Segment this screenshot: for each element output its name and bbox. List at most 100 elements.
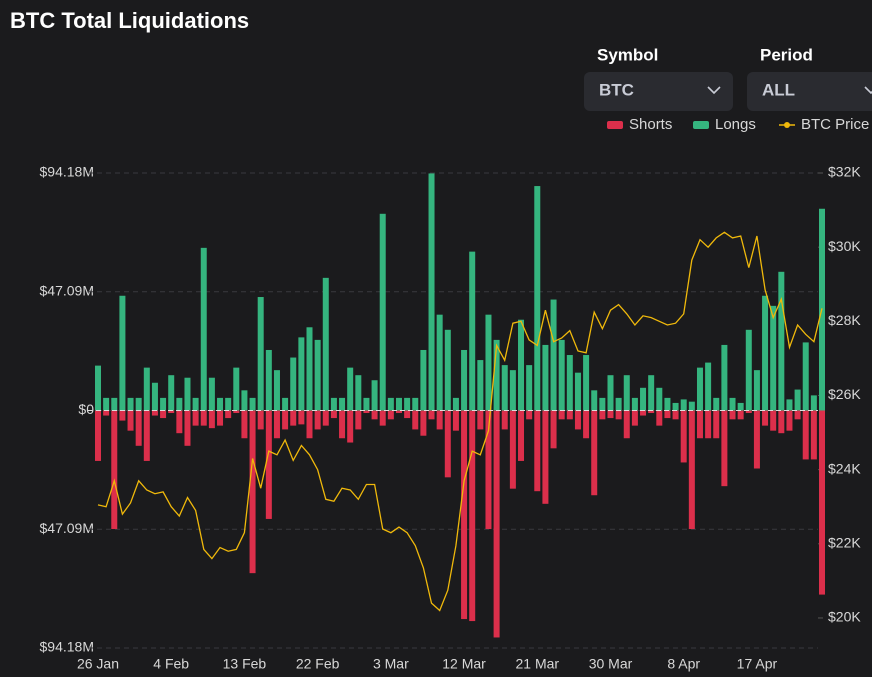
bar (574, 372, 581, 411)
bar (395, 410, 402, 414)
bar (794, 410, 801, 420)
bar (526, 410, 533, 420)
bar (493, 410, 500, 638)
dropdown-value[interactable]: ALL (762, 80, 795, 99)
bar (623, 375, 630, 411)
bar (599, 397, 606, 411)
bar (371, 410, 378, 420)
bar (574, 410, 581, 430)
bar (428, 173, 435, 411)
bar (200, 410, 207, 426)
x-tick-label: 4 Feb (153, 656, 189, 672)
bar (558, 339, 565, 411)
bar (664, 397, 671, 411)
symbol-filter: Symbol BTC (584, 45, 733, 111)
x-tick-label: 30 Mar (589, 656, 633, 672)
filter-label: Symbol (597, 45, 658, 64)
bar (241, 410, 248, 439)
bar (607, 410, 614, 419)
bar (607, 375, 614, 411)
bar (648, 410, 655, 414)
bar (599, 410, 606, 420)
dropdown[interactable] (747, 72, 872, 111)
bar (160, 410, 167, 419)
bar (306, 410, 313, 439)
bar (583, 355, 590, 411)
bar (436, 314, 443, 411)
bar (786, 410, 793, 431)
bar (802, 342, 809, 411)
bar (233, 367, 240, 411)
bar (184, 410, 191, 446)
bar (436, 410, 443, 430)
dropdown[interactable] (584, 72, 733, 111)
bar (558, 410, 565, 420)
bar (379, 410, 386, 426)
bar (257, 410, 264, 430)
bar (477, 410, 484, 430)
bar (322, 277, 329, 411)
bar (542, 344, 549, 411)
legend-label: BTC Price (801, 116, 869, 133)
bar (550, 410, 557, 449)
bar (265, 349, 272, 411)
bar (648, 375, 655, 411)
bar (371, 380, 378, 411)
x-tick-label: 12 Mar (442, 656, 486, 672)
bar (501, 410, 508, 430)
bar (363, 410, 370, 414)
bar (762, 410, 769, 426)
bar (615, 397, 622, 411)
bar (762, 295, 769, 411)
bar (656, 387, 663, 411)
bar (420, 349, 427, 411)
bar (534, 186, 541, 411)
bar (339, 410, 346, 439)
bar (135, 410, 142, 446)
bar (290, 410, 297, 426)
y-tick-label: $47.09M (40, 520, 94, 536)
bar (103, 410, 110, 416)
bar (330, 410, 337, 419)
bar (509, 410, 516, 489)
bar (404, 410, 411, 419)
bar (729, 410, 736, 420)
bar (444, 410, 451, 478)
bar (802, 410, 809, 460)
y2-tick-label: $24K (828, 460, 861, 476)
bar (705, 410, 712, 439)
y2-tick-label: $26K (828, 386, 861, 402)
bar (143, 410, 150, 461)
bar (469, 251, 476, 411)
bar (615, 410, 622, 420)
bar (412, 397, 419, 411)
bar (819, 410, 825, 595)
bar (786, 399, 793, 411)
bar (542, 410, 549, 504)
bar (631, 410, 638, 426)
bar (111, 410, 118, 530)
bar (469, 410, 476, 622)
y-tick-label: $47.09M (40, 282, 94, 298)
dropdown-value[interactable]: BTC (599, 80, 634, 99)
bar (208, 377, 215, 411)
bar (770, 410, 777, 431)
bar (452, 410, 459, 431)
bar (737, 410, 744, 420)
bar (103, 397, 110, 411)
bar (810, 410, 817, 460)
bar (355, 410, 362, 430)
bar (485, 410, 492, 530)
bar (420, 410, 427, 436)
bar (688, 410, 695, 530)
bar (217, 397, 224, 411)
y2-tick-label: $30K (828, 238, 861, 254)
bar (713, 397, 720, 411)
bar (160, 397, 167, 411)
bar (379, 213, 386, 411)
bar (339, 397, 346, 411)
bar (729, 397, 736, 411)
bar (753, 410, 760, 469)
